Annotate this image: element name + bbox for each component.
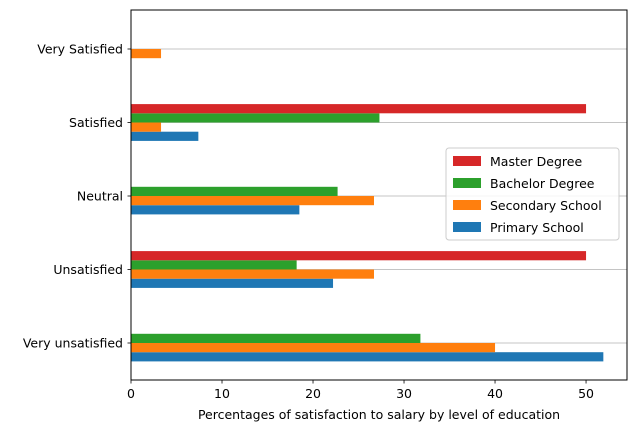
legend-swatch (453, 200, 481, 210)
x-tick-label: 50 (578, 386, 594, 401)
y-axis: Very unsatisfied Unsatisfied Neutral Satisf… (23, 42, 131, 351)
bar (131, 131, 199, 141)
y-tick-label: Very Satisfied (37, 42, 123, 57)
legend-swatch (453, 178, 481, 188)
legend: Master Degree Bachelor Degree Secondary Sc… (445, 147, 620, 241)
bar (131, 251, 587, 261)
y-tick-label: Very unsatisfied (23, 336, 123, 351)
y-tick-label: Satisfied (69, 115, 123, 130)
x-tick-label: 30 (396, 386, 412, 401)
bar (131, 205, 300, 215)
legend-swatch (453, 222, 481, 232)
legend-label: Primary School (490, 220, 584, 235)
bar (131, 352, 604, 362)
legend-label: Bachelor Degree (490, 176, 595, 191)
x-tick-label: 0 (127, 386, 135, 401)
y-tick-label: Neutral (77, 189, 123, 204)
bar (131, 122, 162, 132)
bar (131, 278, 334, 288)
y-tick-label: Unsatisfied (53, 262, 123, 277)
bar (131, 49, 162, 59)
plot-frame (130, 9, 628, 381)
bar (131, 333, 421, 343)
bar (131, 343, 496, 353)
legend-swatch (453, 156, 481, 166)
x-tick-label: 10 (214, 386, 230, 401)
legend-label: Secondary School (490, 198, 602, 213)
legend-label: Master Degree (490, 154, 582, 169)
bar (131, 196, 374, 206)
bar (131, 104, 587, 114)
legend-box (445, 147, 620, 241)
x-axis: 0 10 20 30 40 50 (127, 380, 594, 401)
x-tick-label: 40 (487, 386, 503, 401)
bars (131, 49, 604, 362)
x-axis-label: Percentages of satisfaction to salary by… (198, 407, 560, 422)
bar (131, 113, 380, 123)
bar (131, 260, 297, 270)
bar (131, 186, 338, 196)
bar (131, 269, 374, 279)
x-tick-label: 20 (305, 386, 321, 401)
